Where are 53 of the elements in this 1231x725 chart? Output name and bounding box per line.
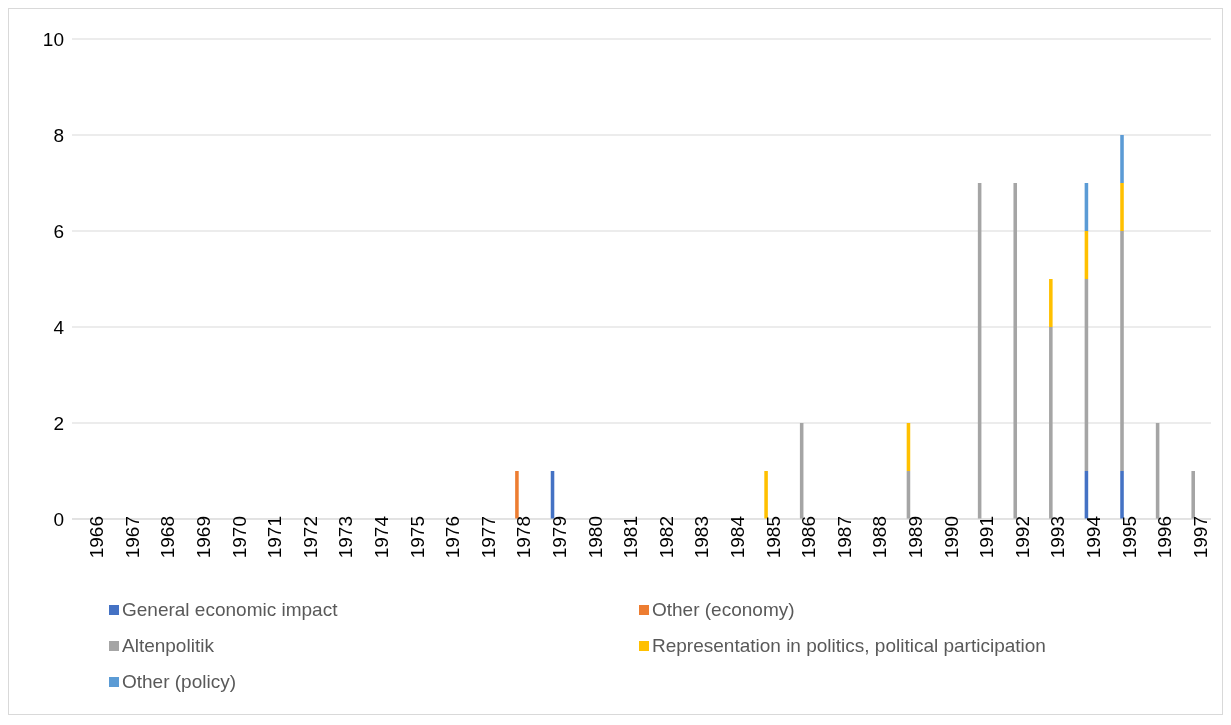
x-tick-label: 1976 bbox=[442, 516, 464, 559]
x-tick-label: 1973 bbox=[335, 516, 357, 559]
bar bbox=[1120, 471, 1124, 519]
bar bbox=[1013, 183, 1018, 519]
x-tick-label: 1989 bbox=[904, 516, 926, 559]
x-tick-label: 1987 bbox=[833, 516, 855, 559]
x-tick-label: 1974 bbox=[371, 515, 393, 559]
x-tick-label: 1986 bbox=[798, 516, 820, 559]
x-tick-label: 1972 bbox=[299, 516, 321, 559]
x-tick-label: 1980 bbox=[584, 516, 606, 559]
y-tick-label: 8 bbox=[53, 124, 64, 146]
x-tick-label: 1995 bbox=[1118, 516, 1140, 559]
legend-label: Other (economy) bbox=[651, 599, 796, 621]
y-tick-label: 10 bbox=[42, 28, 64, 50]
x-tick-label: 1996 bbox=[1154, 516, 1176, 559]
x-tick-label: 1968 bbox=[157, 516, 179, 559]
x-tick-label: 1970 bbox=[228, 516, 250, 559]
y-tick-label: 0 bbox=[53, 508, 64, 530]
x-tick-label: 1992 bbox=[1011, 516, 1033, 559]
x-tick-label: 1982 bbox=[655, 516, 677, 559]
y-tick-label: 2 bbox=[53, 412, 64, 434]
legend-label: General economic impact bbox=[121, 599, 339, 621]
x-tick-label: 1983 bbox=[691, 516, 713, 559]
bar bbox=[1049, 327, 1053, 519]
x-tick-label: 1985 bbox=[762, 516, 784, 559]
x-tick-label: 1988 bbox=[869, 516, 891, 559]
x-tick-label: 1984 bbox=[726, 515, 748, 559]
legend-label: Representation in politics, political participation bbox=[651, 635, 1047, 657]
bar bbox=[1191, 471, 1195, 519]
x-tick-label: 1981 bbox=[620, 516, 642, 559]
x-tick-label: 1994 bbox=[1082, 515, 1104, 559]
y-tick-label: 4 bbox=[53, 316, 65, 338]
x-tick-label: 1991 bbox=[976, 516, 998, 559]
x-tick-label: 1977 bbox=[477, 516, 499, 559]
legend-label: Altenpolitik bbox=[121, 635, 215, 657]
x-tick-label: 1967 bbox=[121, 516, 143, 559]
bar bbox=[1120, 231, 1124, 471]
bar bbox=[764, 471, 768, 519]
x-tick-label: 1966 bbox=[86, 516, 108, 559]
bar bbox=[1120, 183, 1124, 231]
x-tick-label: 1978 bbox=[513, 516, 535, 559]
x-tick-label: 1997 bbox=[1189, 516, 1211, 559]
x-tick-label: 1993 bbox=[1047, 516, 1069, 559]
legend-label: Other (policy) bbox=[121, 671, 238, 693]
x-tick-label: 1979 bbox=[549, 516, 571, 559]
y-tick-label: 6 bbox=[53, 220, 64, 242]
x-tick-label: 1990 bbox=[940, 516, 962, 559]
x-tick-label: 1975 bbox=[406, 516, 428, 559]
bar bbox=[515, 471, 519, 519]
x-tick-label: 1971 bbox=[264, 516, 286, 559]
x-tick-label: 1969 bbox=[193, 516, 215, 559]
bar bbox=[1049, 279, 1053, 327]
bar bbox=[1120, 135, 1124, 183]
